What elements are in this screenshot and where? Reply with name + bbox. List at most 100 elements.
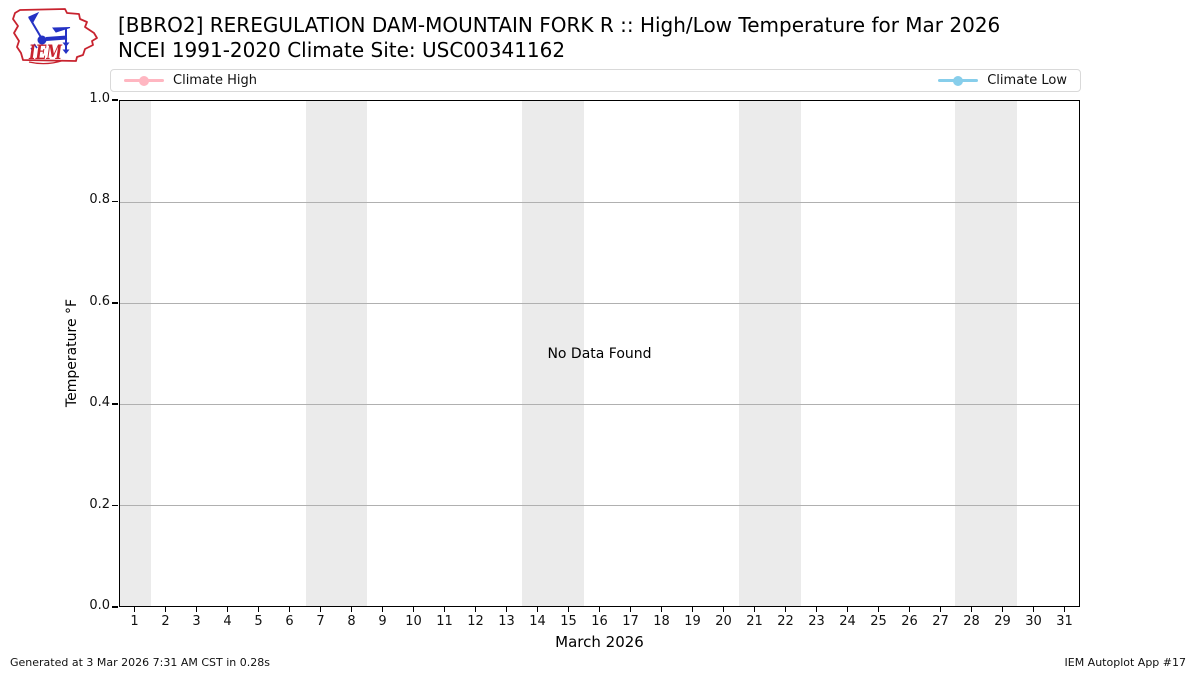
x-tick-label: 29: [994, 614, 1011, 629]
x-tick-mark: [1001, 607, 1004, 612]
x-tick-mark: [536, 607, 539, 612]
x-tick-label: 12: [467, 614, 484, 629]
x-tick-label: 6: [285, 614, 294, 629]
y-tick-label: 0.6: [89, 293, 110, 309]
y-tick-label: 0.2: [89, 496, 110, 512]
legend-item-climate-low: Climate Low: [938, 73, 1067, 88]
x-tick-mark: [846, 607, 849, 612]
x-tick-mark: [970, 607, 973, 612]
y-tick-mark: [112, 302, 118, 304]
x-tick-mark: [1063, 607, 1066, 612]
x-tick-label: 2: [161, 614, 170, 629]
x-tick-mark: [350, 607, 353, 612]
x-tick-mark: [908, 607, 911, 612]
x-tick-label: 25: [870, 614, 887, 629]
x-tick-label: 13: [498, 614, 515, 629]
y-gridline: [120, 505, 1079, 506]
iem-logo: IEM: [8, 4, 102, 68]
x-tick-label: 20: [715, 614, 732, 629]
x-tick-mark: [133, 607, 136, 612]
x-tick-mark: [505, 607, 508, 612]
x-tick-mark: [939, 607, 942, 612]
chart-legend: Climate High Climate Low: [110, 69, 1081, 92]
climate-high-marker-icon: [124, 75, 164, 87]
x-tick-mark: [877, 607, 880, 612]
weekend-shading-band: [955, 101, 1018, 606]
x-tick-mark: [226, 607, 229, 612]
x-tick-label: 23: [808, 614, 825, 629]
x-tick-mark: [288, 607, 291, 612]
iem-logo-text: IEM: [28, 40, 62, 64]
x-tick-mark: [381, 607, 384, 612]
app-credit-text: IEM Autoplot App #17: [1064, 656, 1187, 669]
x-tick-label: 8: [347, 614, 356, 629]
weekend-shading-band: [522, 101, 585, 606]
y-tick-label: 1.0: [89, 91, 110, 106]
x-tick-label: 22: [777, 614, 794, 629]
y-gridline: [120, 202, 1079, 203]
legend-label-climate-low: Climate Low: [987, 73, 1067, 88]
y-tick-mark: [112, 200, 118, 203]
x-tick-mark: [598, 607, 601, 612]
weekend-shading-band: [305, 101, 368, 606]
x-tick-label: 10: [405, 614, 422, 629]
climate-low-marker-icon: [938, 75, 979, 87]
x-tick-label: 11: [436, 614, 453, 629]
y-gridline: [120, 404, 1079, 405]
legend-item-climate-high: Climate High: [124, 73, 257, 88]
x-tick-label: 30: [1025, 614, 1042, 629]
x-tick-mark: [443, 607, 446, 612]
y-axis-label: Temperature °F: [64, 298, 80, 408]
y-tick-label: 0.4: [89, 395, 110, 411]
x-tick-mark: [567, 607, 570, 612]
x-tick-mark: [753, 607, 756, 612]
iowa-outline-weathervane-icon: IEM: [12, 8, 98, 65]
x-tick-mark: [722, 607, 725, 612]
chart-subtitle: NCEI 1991-2020 Climate Site: USC00341162: [118, 38, 566, 62]
chart-title: [BBRO2] REREGULATION DAM-MOUNTAIN FORK R…: [118, 13, 1001, 37]
x-axis-label: March 2026: [555, 633, 644, 651]
x-tick-label: 7: [316, 614, 325, 629]
x-tick-mark: [319, 607, 322, 612]
legend-label-climate-high: Climate High: [173, 73, 258, 88]
x-tick-label: 19: [684, 614, 701, 629]
x-tick-mark: [629, 607, 632, 612]
x-tick-label: 21: [746, 614, 763, 629]
y-gridline: [120, 303, 1079, 304]
x-tick-mark: [412, 607, 415, 612]
x-tick-label: 16: [591, 614, 608, 629]
x-tick-label: 18: [653, 614, 670, 629]
x-tick-mark: [815, 607, 818, 612]
x-tick-label: 4: [223, 614, 232, 629]
x-tick-mark: [195, 607, 198, 612]
x-tick-mark: [164, 607, 167, 612]
x-tick-label: 24: [839, 614, 856, 629]
x-tick-mark: [784, 607, 787, 612]
y-tick-mark: [112, 99, 118, 101]
plot-area: No Data Found: [119, 100, 1080, 607]
x-tick-label: 28: [963, 614, 980, 629]
x-tick-label: 1: [130, 614, 139, 629]
weekend-shading-band: [120, 101, 151, 606]
x-tick-label: 26: [901, 614, 918, 629]
x-tick-label: 15: [560, 614, 577, 629]
y-tick-mark: [112, 606, 118, 608]
x-tick-label: 31: [1056, 614, 1073, 629]
x-tick-label: 3: [192, 614, 201, 629]
y-tick-label: 0.8: [89, 192, 110, 208]
generated-at-text: Generated at 3 Mar 2026 7:31 AM CST in 0…: [10, 656, 270, 669]
no-data-message: No Data Found: [547, 345, 652, 362]
y-tick-mark: [112, 403, 118, 405]
y-tick-label: 0.0: [89, 598, 110, 613]
x-tick-label: 27: [932, 614, 949, 629]
x-tick-mark: [257, 607, 260, 612]
x-tick-mark: [660, 607, 663, 612]
chart-title-block: [BBRO2] REREGULATION DAM-MOUNTAIN FORK R…: [118, 13, 1000, 63]
x-tick-label: 17: [622, 614, 639, 629]
y-tick-mark: [112, 504, 118, 507]
x-tick-mark: [1032, 607, 1035, 612]
x-tick-label: 5: [254, 614, 263, 629]
x-tick-mark: [474, 607, 477, 612]
x-tick-label: 9: [378, 614, 387, 629]
